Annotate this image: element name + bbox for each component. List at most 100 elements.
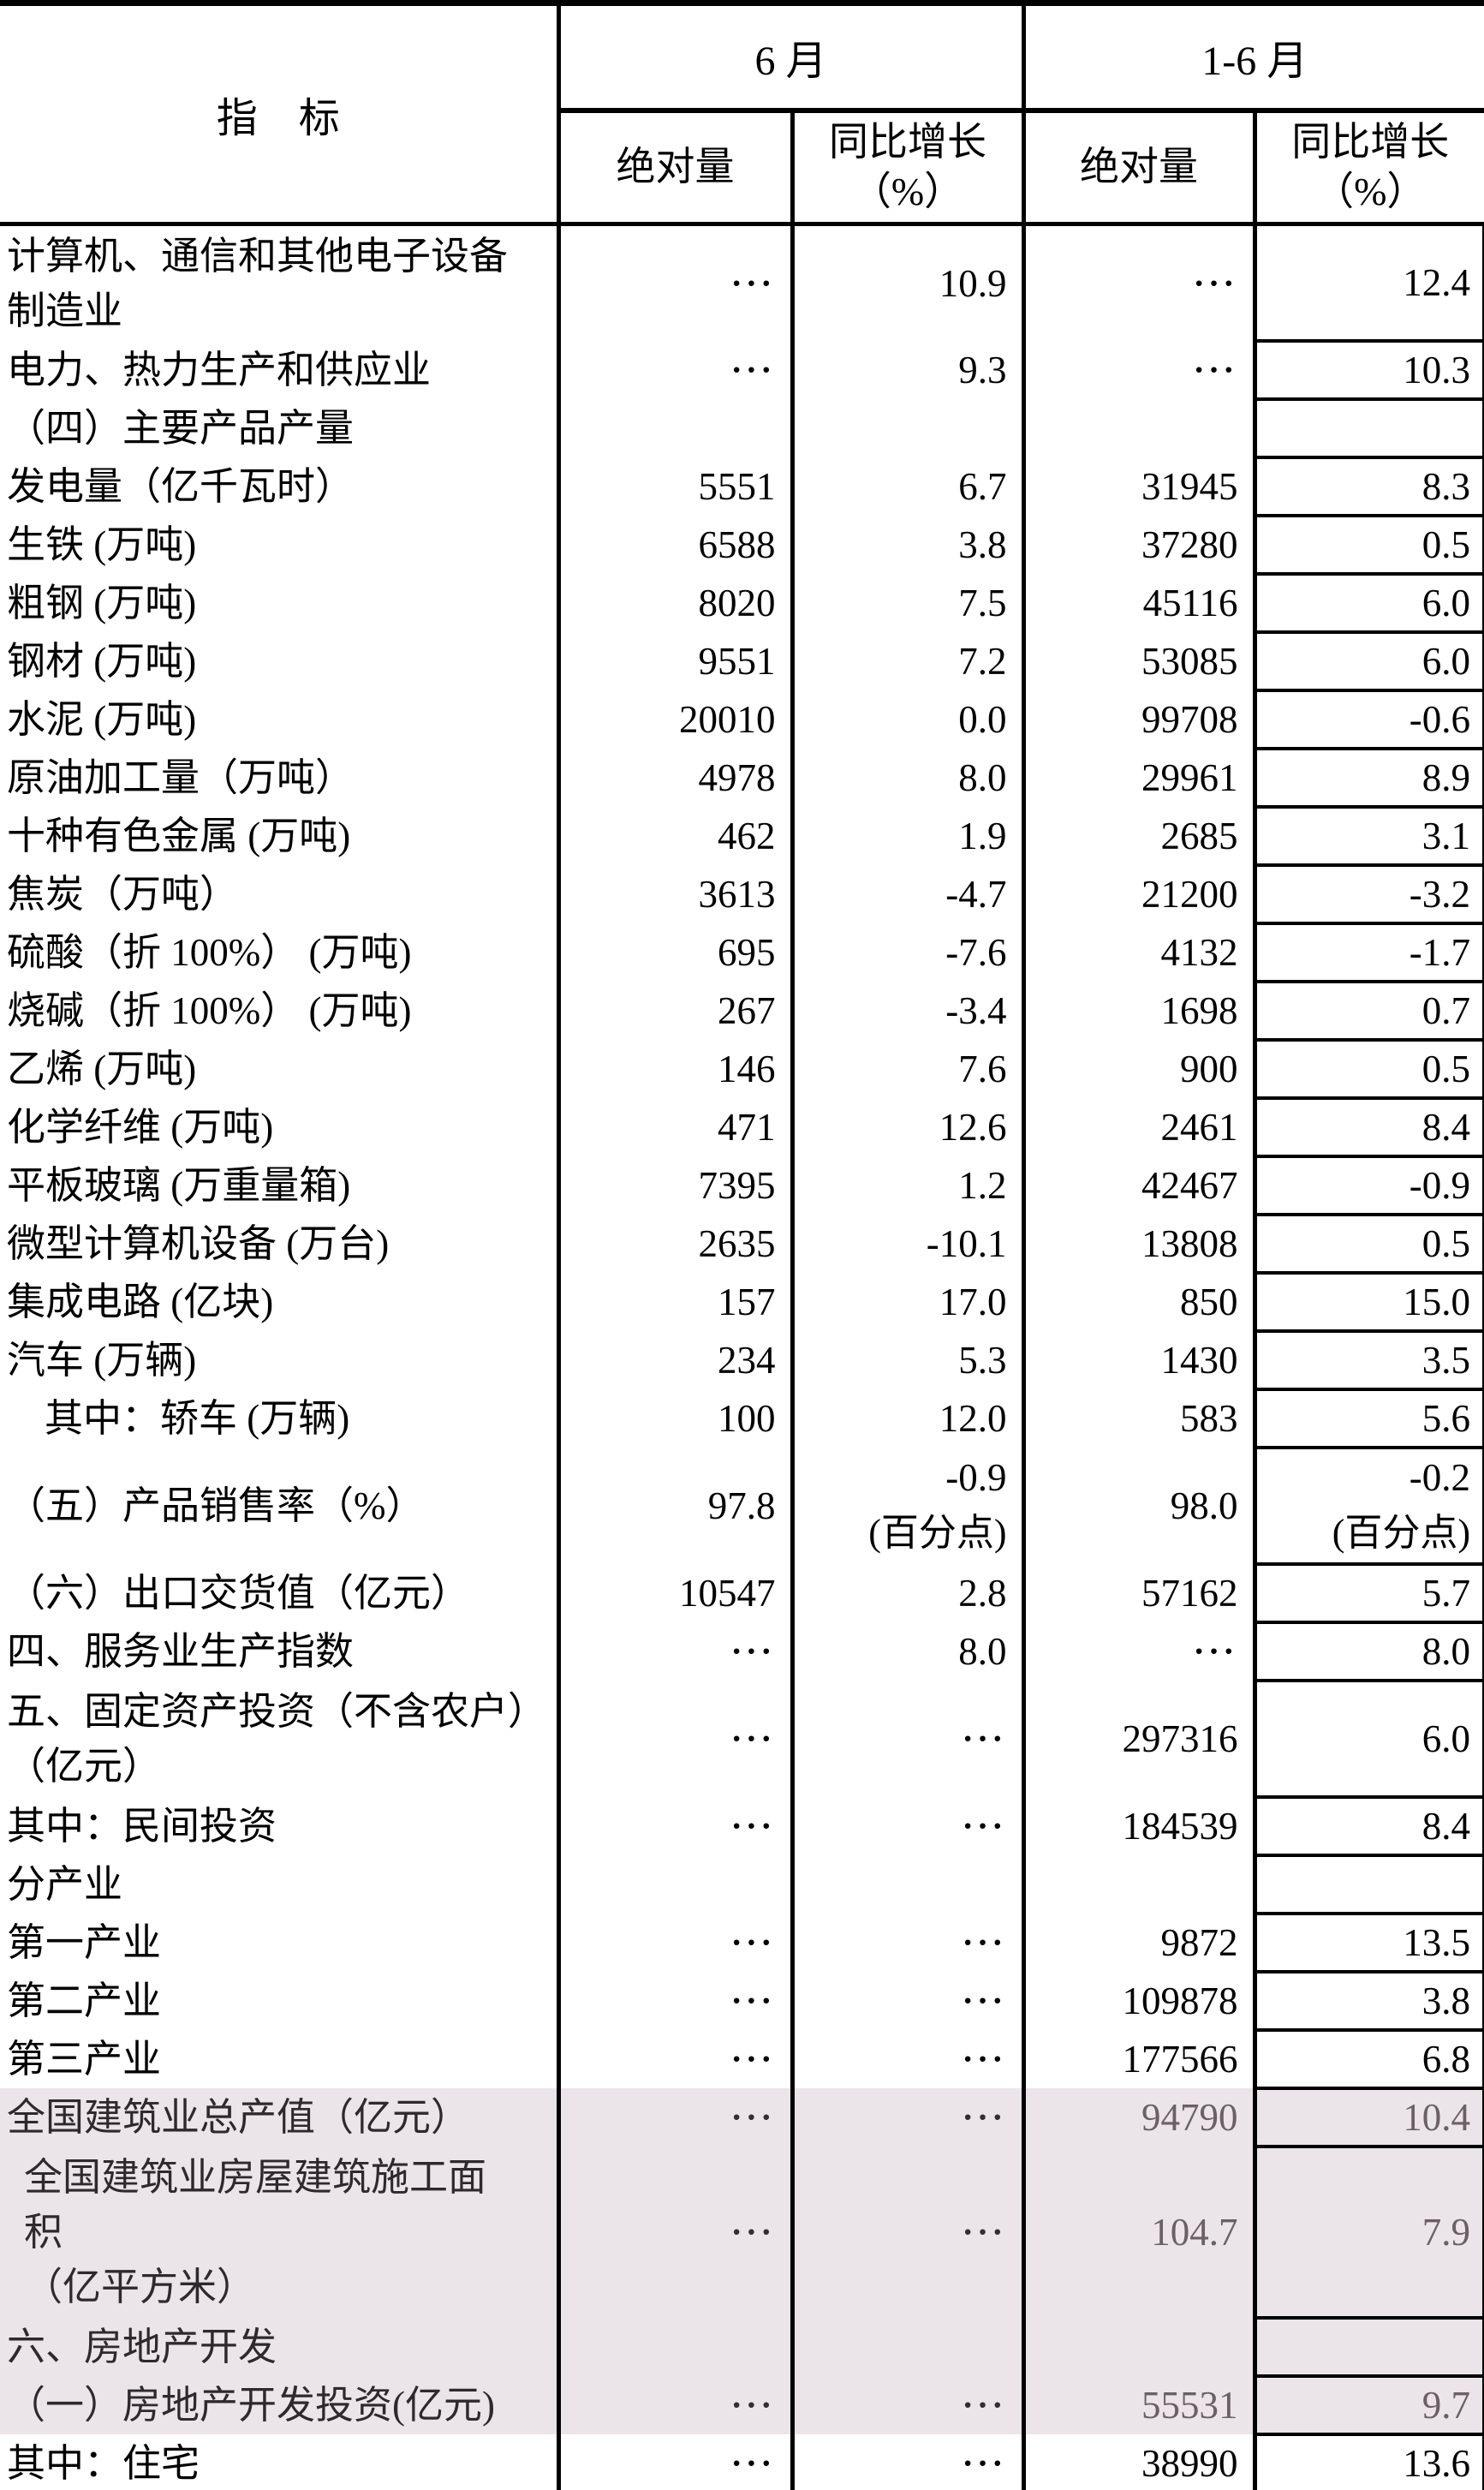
value-cell-june-yoy: ···: [792, 1913, 1026, 1972]
value-cell-h1-abs: 1698: [1023, 981, 1257, 1040]
value-cell-h1-abs: 55531: [1023, 2375, 1257, 2434]
unit-note: (百分点): [1332, 1512, 1471, 1554]
value-cell-h1-abs: 53085: [1023, 631, 1257, 690]
value-cell-h1-yoy: 0.5: [1253, 1212, 1484, 1275]
value-cell-h1-abs: 42467: [1023, 1155, 1257, 1215]
value-cell-june-abs: 695: [558, 923, 795, 982]
indicator-label: 平板玻璃 (万重量箱): [0, 1155, 561, 1215]
value-cell-h1-yoy: 9.7: [1253, 2374, 1484, 2436]
table-row: 发电量（亿千瓦时） 5551 6.7 31945 8.3: [0, 455, 1484, 517]
value-cell-june-abs: ···: [558, 2029, 795, 2088]
value-cell-june-yoy: 6.7: [792, 457, 1026, 516]
value-cell-june-yoy: ···: [792, 1680, 1026, 1797]
table-row: 第一产业 ··· ··· 9872 13.5: [0, 1911, 1484, 1973]
value-cell-june-abs: 10547: [558, 1563, 795, 1622]
value-cell-june-yoy: [792, 2317, 1026, 2376]
value-cell-h1-abs: 31945: [1023, 457, 1257, 516]
value-cell-june-yoy: -4.7: [792, 864, 1026, 923]
indicator-label: 六、房地产开发: [0, 2317, 561, 2376]
value-cell-h1-yoy: 10.3: [1253, 338, 1484, 401]
value-cell-h1-abs: ···: [1023, 1621, 1257, 1681]
value-cell-h1-abs: 13808: [1023, 1214, 1257, 1273]
value-cell-june-abs: ···: [558, 2375, 795, 2434]
table-row: 六、房地产开发: [0, 2315, 1484, 2378]
value-cell-h1-abs: 2685: [1023, 806, 1257, 865]
header-june-yoy: 同比增长 （%）: [792, 110, 1026, 226]
value-cell-h1-yoy: [1253, 397, 1484, 459]
table-row: 全国建筑业房屋建筑施工面积（亿平方米） ··· ··· 104.7 7.9: [0, 2144, 1484, 2320]
table-row: 其中：住宅 ··· ··· 38990 13.6: [0, 2432, 1484, 2490]
indicator-label: 其中：轿车 (万辆): [0, 1388, 561, 1448]
value-cell-june-abs: 471: [558, 1097, 795, 1156]
value-cell-june-yoy: -10.1: [792, 1214, 1026, 1273]
value-cell-june-yoy: -0.9 (百分点): [792, 1447, 1026, 1564]
value-cell-june-yoy: 3.8: [792, 515, 1026, 574]
header-jan-june-yoy: 同比增长 （%）: [1255, 110, 1484, 226]
value-cell-h1-yoy: 5.6: [1253, 1387, 1484, 1449]
indicator-label: 水泥 (万吨): [0, 690, 561, 749]
value-cell-june-yoy: 17.0: [792, 1272, 1026, 1331]
table-row: 电力、热力生产和供应业 ··· 9.3 ··· 10.3: [0, 338, 1484, 401]
value-cell-h1-yoy: 3.5: [1253, 1329, 1484, 1391]
value-cell-june-abs: 157: [558, 1272, 795, 1331]
value-cell-june-yoy: 9.3: [792, 340, 1026, 399]
value-cell-june-yoy: ···: [792, 2029, 1026, 2088]
value-cell-h1-abs: 57162: [1023, 1563, 1257, 1622]
indicator-label: 焦炭（万吨）: [0, 864, 561, 923]
indicator-label: 微型计算机设备 (万台): [0, 1214, 561, 1273]
value-cell-june-yoy: 0.0: [792, 690, 1026, 749]
value-cell-h1-yoy: 3.1: [1253, 804, 1484, 867]
value-cell-h1-abs: ···: [1023, 224, 1257, 341]
value-cell-june-abs: 6588: [558, 515, 795, 574]
value-cell-h1-yoy: 8.4: [1253, 1096, 1484, 1158]
value-cell-june-abs: ···: [558, 1796, 795, 1855]
value-cell-h1-abs: [1023, 1854, 1257, 1914]
header-jan-june-absolute: 绝对量: [1023, 110, 1257, 226]
indicator-label: 发电量（亿千瓦时）: [0, 457, 561, 516]
value-cell-june-yoy: ···: [792, 2375, 1026, 2434]
value-cell-h1-yoy: 6.8: [1253, 2027, 1484, 2090]
value-cell-h1-abs: 9872: [1023, 1913, 1257, 1972]
table-row: 生铁 (万吨) 6588 3.8 37280 0.5: [0, 513, 1484, 576]
value-cell-june-yoy: 1.9: [792, 806, 1026, 865]
value-cell-h1-abs: [1023, 398, 1257, 457]
value-cell-h1-yoy: 8.0: [1253, 1620, 1484, 1682]
table-row: 五、固定资产投资（不含农户） （亿元） ··· ··· 297316 6.0: [0, 1678, 1484, 1799]
value-cell-june-yoy: [792, 1854, 1026, 1914]
table-row: 水泥 (万吨) 20010 0.0 99708 -0.6: [0, 688, 1484, 750]
indicator-label: 五、固定资产投资（不含农户） （亿元）: [0, 1680, 561, 1797]
value-cell-h1-yoy: -0.6: [1253, 688, 1484, 750]
table-row: 第二产业 ··· ··· 109878 3.8: [0, 1969, 1484, 2032]
table-row: 焦炭（万吨） 3613 -4.7 21200 -3.2: [0, 863, 1484, 925]
table-row: 十种有色金属 (万吨) 462 1.9 2685 3.1: [0, 804, 1484, 867]
value-cell-h1-abs: 297316: [1023, 1680, 1257, 1797]
value-cell-h1-abs: 900: [1023, 1039, 1257, 1098]
table-row: （五）产品销售率（%） 97.8 -0.9 (百分点) 98.0 -0.2 (百分点): [0, 1445, 1484, 1566]
value-cell-h1-abs: 850: [1023, 1272, 1257, 1331]
value-cell-june-abs: 3613: [558, 864, 795, 923]
value-cell-h1-abs: ···: [1023, 340, 1257, 399]
value-cell-june-yoy: 7.2: [792, 631, 1026, 690]
value-cell-h1-yoy: 0.5: [1253, 1037, 1484, 1100]
value-cell-june-yoy: 7.5: [792, 573, 1026, 632]
value-cell-h1-yoy: 12.4: [1253, 222, 1484, 343]
value-cell-h1-yoy: 6.0: [1253, 630, 1484, 692]
table-row: 其中：民间投资 ··· ··· 184539 8.4: [0, 1794, 1484, 1857]
table-row: 平板玻璃 (万重量箱) 7395 1.2 42467 -0.9: [0, 1154, 1484, 1216]
indicator-label: 生铁 (万吨): [0, 515, 561, 574]
table-row: 全国建筑业总产值（亿元） ··· ··· 94790 10.4: [0, 2086, 1484, 2148]
value-cell-june-yoy: 8.0: [792, 1621, 1026, 1681]
value-cell-june-abs: 20010: [558, 690, 795, 749]
yoy-label-line1: 同比增长: [829, 120, 986, 164]
value-cell-h1-abs: 98.0: [1023, 1447, 1257, 1564]
table-row: 四、服务业生产指数 ··· 8.0 ··· 8.0: [0, 1620, 1484, 1682]
header-june-group: 6 月: [558, 0, 1026, 113]
value-cell-h1-yoy: 6.0: [1253, 1678, 1484, 1799]
value-cell-h1-abs: 37280: [1023, 515, 1257, 574]
value-cell-june-abs: ···: [558, 1621, 795, 1681]
indicator-label: 原油加工量（万吨）: [0, 748, 561, 807]
table-row: 硫酸（折 100%） (万吨) 695 -7.6 4132 -1.7: [0, 921, 1484, 983]
indicator-label: 钢材 (万吨): [0, 631, 561, 690]
table-body: 计算机、通信和其他电子设备 制造业 ··· 10.9 ··· 12.4 电力、热力生产和供应…: [0, 222, 1484, 2490]
